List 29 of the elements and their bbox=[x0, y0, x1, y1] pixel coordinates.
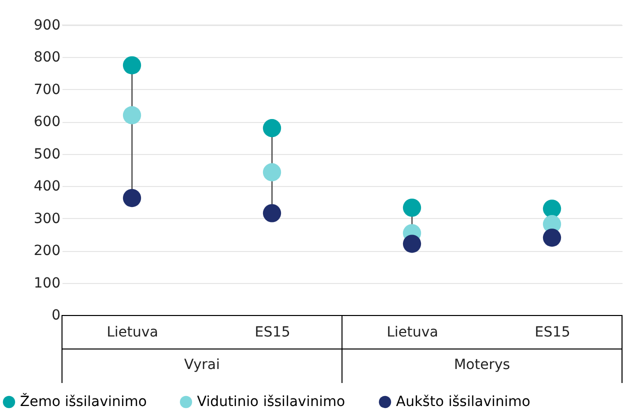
point bbox=[262, 119, 282, 138]
point bbox=[262, 163, 282, 182]
y-tick-label: 0 bbox=[52, 308, 60, 324]
y-tick-label: 100 bbox=[34, 275, 60, 292]
y-tick-label: 800 bbox=[34, 50, 60, 66]
x-tick-label: ES15 bbox=[254, 324, 290, 340]
point bbox=[262, 204, 282, 222]
point bbox=[402, 234, 422, 253]
y-tick-label: 900 bbox=[34, 18, 60, 34]
point bbox=[122, 56, 142, 74]
y-tick-label: 500 bbox=[34, 146, 60, 162]
y-tick-label: 700 bbox=[34, 82, 60, 98]
x-tick-label: Lietuva bbox=[386, 324, 438, 340]
legend-label: Žemo išsilavinimo bbox=[20, 393, 147, 410]
point bbox=[122, 188, 142, 208]
x-tick-label: ES15 bbox=[534, 324, 570, 340]
y-tick-label: 400 bbox=[34, 178, 60, 195]
text: Moterys bbox=[454, 357, 510, 373]
legend-label: Vidutinio išsilavinimo bbox=[197, 394, 346, 410]
y-tick-label: 300 bbox=[34, 210, 60, 227]
point bbox=[542, 228, 562, 247]
x-tick-label: Lietuva bbox=[106, 324, 158, 340]
y-tick-label: 600 bbox=[34, 114, 60, 130]
legend-label: Aukšto išsilavinimo bbox=[396, 394, 530, 410]
point bbox=[122, 106, 142, 124]
point bbox=[542, 200, 562, 218]
y-tick-label: 200 bbox=[34, 243, 60, 260]
point bbox=[402, 198, 422, 217]
text: Vyrai bbox=[184, 357, 220, 373]
